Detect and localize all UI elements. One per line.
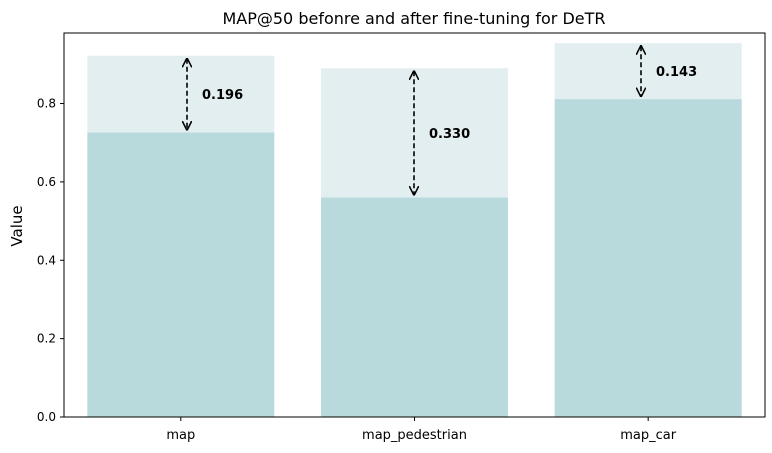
delta-label-map_car: 0.143	[656, 65, 697, 80]
y-tick-label: 0.2	[37, 332, 56, 346]
y-tick-label: 0.6	[37, 175, 56, 189]
bar-before-map_pedestrian	[321, 197, 508, 417]
bars-group	[87, 43, 742, 418]
y-tick-label: 0.0	[37, 410, 56, 424]
x-axis-ticks: map map_pedestrian map_car	[166, 417, 677, 443]
bar-before-map_car	[554, 99, 742, 418]
chart-title: MAP@50 befonre and after fine-tuning for…	[222, 9, 605, 28]
delta-label-map: 0.196	[202, 88, 243, 103]
delta-label-map_pedestrian: 0.330	[429, 127, 470, 142]
y-tick-label: 0.4	[37, 253, 56, 267]
x-tick-label: map_car	[620, 428, 676, 443]
plot-frame	[63, 32, 766, 418]
bar-before-map	[87, 132, 275, 417]
y-axis-ticks: 0.0 0.2 0.4 0.6 0.8	[37, 97, 64, 424]
delta-arrows-group: 0.196 0.330 0.143	[187, 46, 697, 194]
y-axis-label: Value	[8, 205, 26, 246]
x-tick-label: map_pedestrian	[362, 428, 467, 443]
x-tick-label: map	[166, 428, 195, 443]
y-tick-label: 0.8	[37, 97, 56, 111]
